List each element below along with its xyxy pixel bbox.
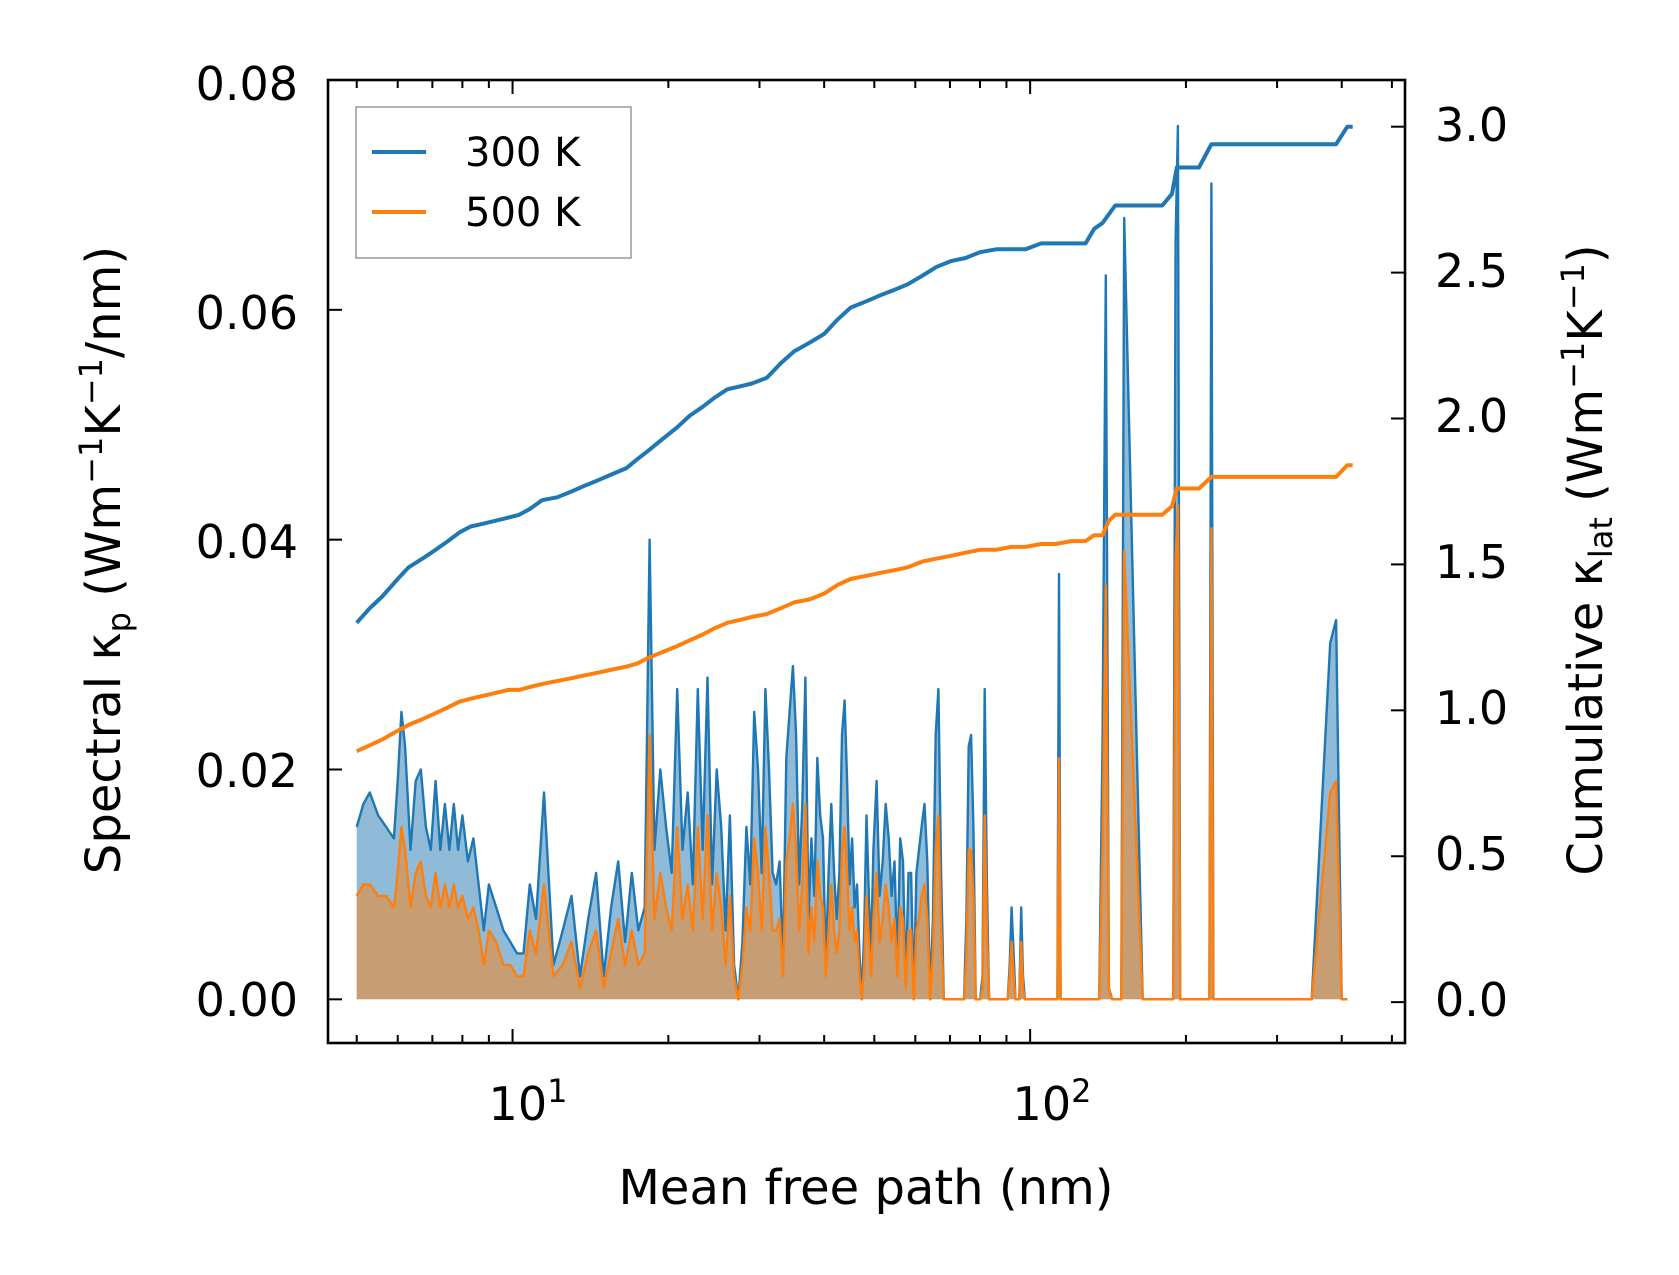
y-right-tick-label: 0.0 [1435,973,1508,1027]
axis-ticks [328,79,1405,1043]
y-left-tick-label: 0.02 [196,744,298,798]
y-right-tick-label: 1.0 [1435,681,1508,735]
spectral-areas [355,124,1348,1001]
y-left-tick-label: 0.04 [196,515,298,569]
legend-label-500k: 500 K [465,190,582,236]
y-right-tick-label: 0.5 [1435,827,1508,881]
y-left-tick-label: 0.00 [196,973,298,1027]
legend-box [355,106,632,259]
y-right-tick-label: 1.5 [1435,535,1508,589]
y-left-tick-label: 0.06 [196,286,298,340]
y-left-axis-label: Spectral κp (Wm−1K−1/nm) [72,246,138,874]
spectral-area-1 [356,505,1348,1000]
y-right-tick-label: 3.0 [1435,98,1508,152]
cumulative-line-0 [355,124,1353,625]
x-tick-label-100: 102 [1013,1072,1092,1131]
x-tick-label-10: 101 [489,1072,568,1131]
legend: 300 K 500 K [355,106,632,259]
cumulative-line-1 [355,463,1353,754]
y-left-tick-label: 0.08 [196,57,298,111]
cumulative-lines [355,124,1353,754]
y-right-tick-label: 2.5 [1435,244,1508,298]
plot-frame [326,78,1407,1045]
spectral-line-1 [355,504,1348,1001]
legend-label-300k: 300 K [465,130,582,176]
x-axis-label: Mean free path (nm) [619,1160,1114,1216]
y-right-axis-label: Cumulative κlat (Wm−1K−1) [1554,244,1620,875]
y-right-tick-label: 2.0 [1435,389,1508,443]
